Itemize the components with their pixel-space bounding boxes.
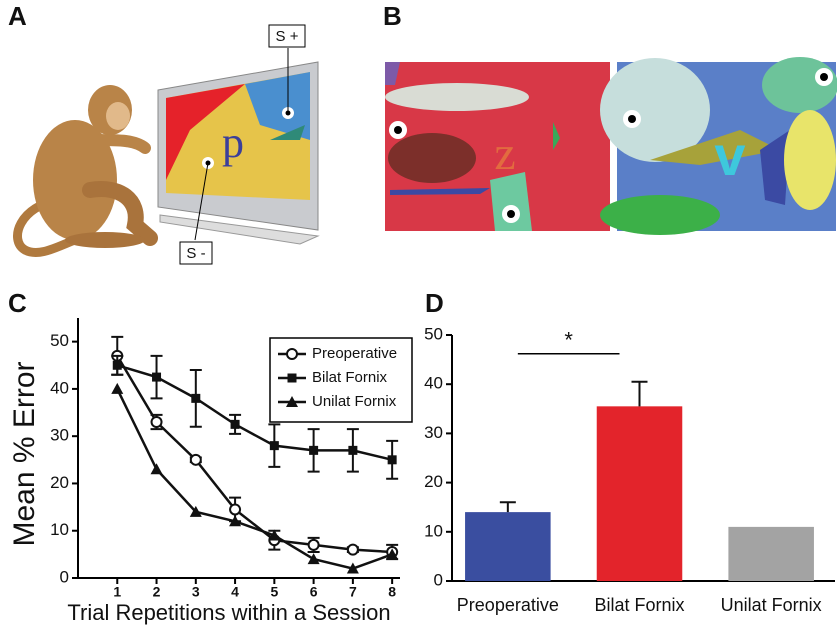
bar [597,406,683,581]
y-tick-label: 20 [424,472,443,491]
y-tick-label: 50 [424,324,443,343]
point [191,394,200,403]
x-axis-label: Trial Repetitions within a Session [67,600,390,625]
x-tick-label: 8 [388,584,396,600]
y-tick-label: 20 [50,473,69,492]
y-tick-label: 10 [424,521,443,540]
legend-marker [287,349,297,359]
point [230,504,240,514]
legend-label: Unilat Fornix [312,393,397,410]
y-axis-label: Mean % Error [8,361,41,546]
stimulus-scene: z [385,62,610,231]
x-tick-label: Bilat Fornix [594,595,684,615]
point [309,540,319,550]
figure: A B C D p S + S - z [0,0,837,627]
y-tick-label: 50 [50,331,69,350]
point [309,446,318,455]
x-tick-label: 2 [153,584,161,600]
point [348,446,357,455]
legend-label: Preoperative [312,345,397,362]
stimulus-letter: p [222,118,244,167]
monkey [18,85,150,253]
x-tick-label: 1 [113,584,121,600]
x-tick-label: 7 [349,584,357,600]
x-tick-label: Preoperative [457,595,559,615]
x-tick-label: 4 [231,584,239,600]
x-tick-label: 5 [270,584,278,600]
point [270,441,279,450]
significance-mark: * [564,328,573,353]
point [152,373,161,382]
point [111,383,123,394]
point [152,417,162,427]
x-tick-label: Unilat Fornix [721,595,822,615]
point [348,545,358,555]
stimulus-letter: v [714,124,745,187]
error-bar [500,502,516,512]
y-tick-label: 10 [50,520,69,539]
monitor: p S + S - [158,25,318,264]
point [231,420,240,429]
point [191,455,201,465]
bar [728,527,814,581]
panel-label: D [425,288,444,318]
stimulus-scene: v [600,57,837,235]
point [151,463,163,474]
y-tick-label: 40 [50,378,69,397]
y-tick-label: 30 [50,426,69,445]
stimulus-letter: z [494,127,515,180]
y-tick-label: 40 [424,374,443,393]
error-bar [632,382,648,407]
legend-marker [288,374,297,383]
s-plus-label: S + [276,28,299,45]
y-tick-label: 0 [60,567,69,586]
x-tick-label: 6 [310,584,318,600]
panel-label: A [8,1,27,31]
panel-label: C [8,288,27,318]
point [388,455,397,464]
point [308,553,320,564]
bar [465,512,551,581]
x-tick-label: 3 [192,584,200,600]
point [113,361,122,370]
s-minus-label: S - [186,245,205,262]
legend-label: Bilat Fornix [312,369,388,386]
y-tick-label: 0 [434,570,443,589]
page: A B C D p S + S - z [0,0,837,627]
panel-label: B [383,1,402,31]
y-tick-label: 30 [424,423,443,442]
